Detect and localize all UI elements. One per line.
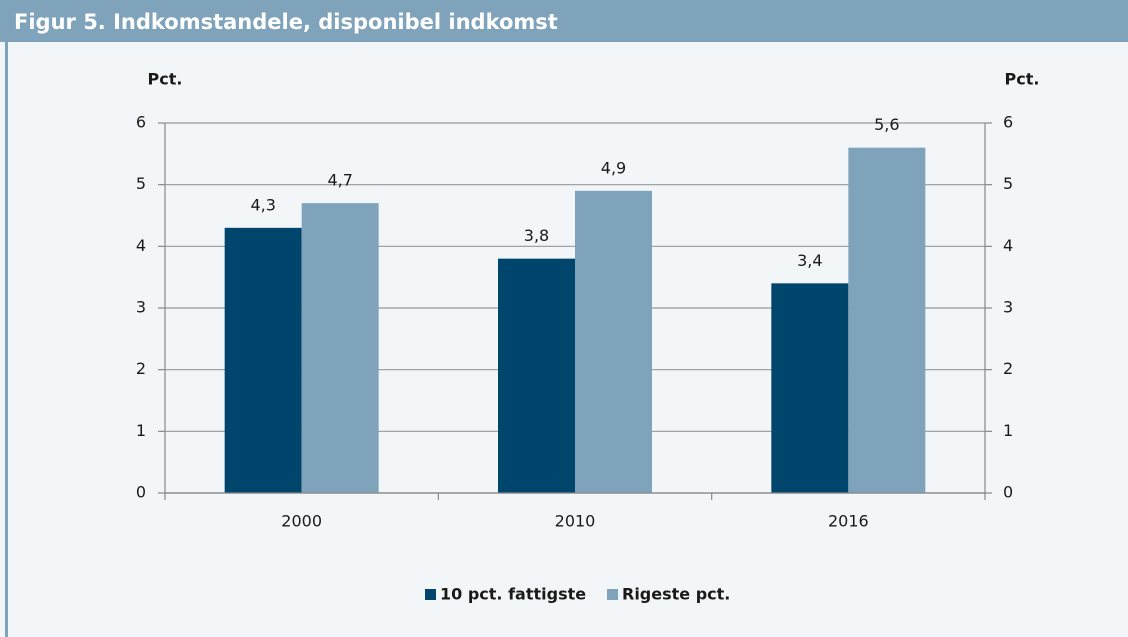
x-tick-label: 2016 — [828, 512, 869, 531]
y2-tick-label: 0 — [1003, 483, 1013, 502]
bar — [575, 190, 652, 494]
data-label: 4,9 — [601, 158, 626, 177]
y-tick-label: 1 — [136, 421, 146, 440]
y2-tick-label: 3 — [1003, 298, 1013, 317]
y-tick-label: 2 — [136, 359, 146, 378]
legend-label: 10 pct. fattigste — [440, 585, 586, 604]
y-tick-label: 0 — [136, 483, 146, 502]
bar — [848, 147, 926, 493]
y2-tick-label: 1 — [1003, 421, 1013, 440]
left-border — [5, 42, 8, 637]
y2-tick-label: 2 — [1003, 359, 1013, 378]
y-tick-label: 5 — [136, 174, 146, 193]
chart-title: Figur 5. Indkomstandele, disponibel indk… — [14, 10, 558, 34]
y-tick-label: 4 — [136, 236, 146, 255]
y2-axis-label: Pct. — [1005, 70, 1040, 89]
data-label: 3,4 — [797, 251, 822, 270]
legend-label: Rigeste pct. — [622, 585, 730, 604]
bar — [224, 227, 302, 494]
y2-tick-label: 5 — [1003, 174, 1013, 193]
bar — [771, 283, 849, 493]
y-axis-label: Pct. — [148, 70, 183, 89]
bar — [301, 203, 379, 493]
y2-tick-label: 4 — [1003, 236, 1013, 255]
legend-swatch — [425, 589, 436, 600]
x-tick-label: 2010 — [555, 512, 596, 531]
header-band — [0, 0, 1128, 42]
data-label: 4,3 — [250, 195, 275, 214]
data-label: 5,6 — [874, 115, 899, 134]
data-label: 4,7 — [327, 171, 352, 190]
legend-swatch — [607, 589, 618, 600]
data-label: 3,8 — [524, 226, 549, 245]
bar — [498, 258, 575, 493]
y-tick-label: 3 — [136, 298, 146, 317]
y-tick-label: 6 — [136, 113, 146, 132]
y2-tick-label: 6 — [1003, 113, 1013, 132]
x-tick-label: 2000 — [281, 512, 322, 531]
